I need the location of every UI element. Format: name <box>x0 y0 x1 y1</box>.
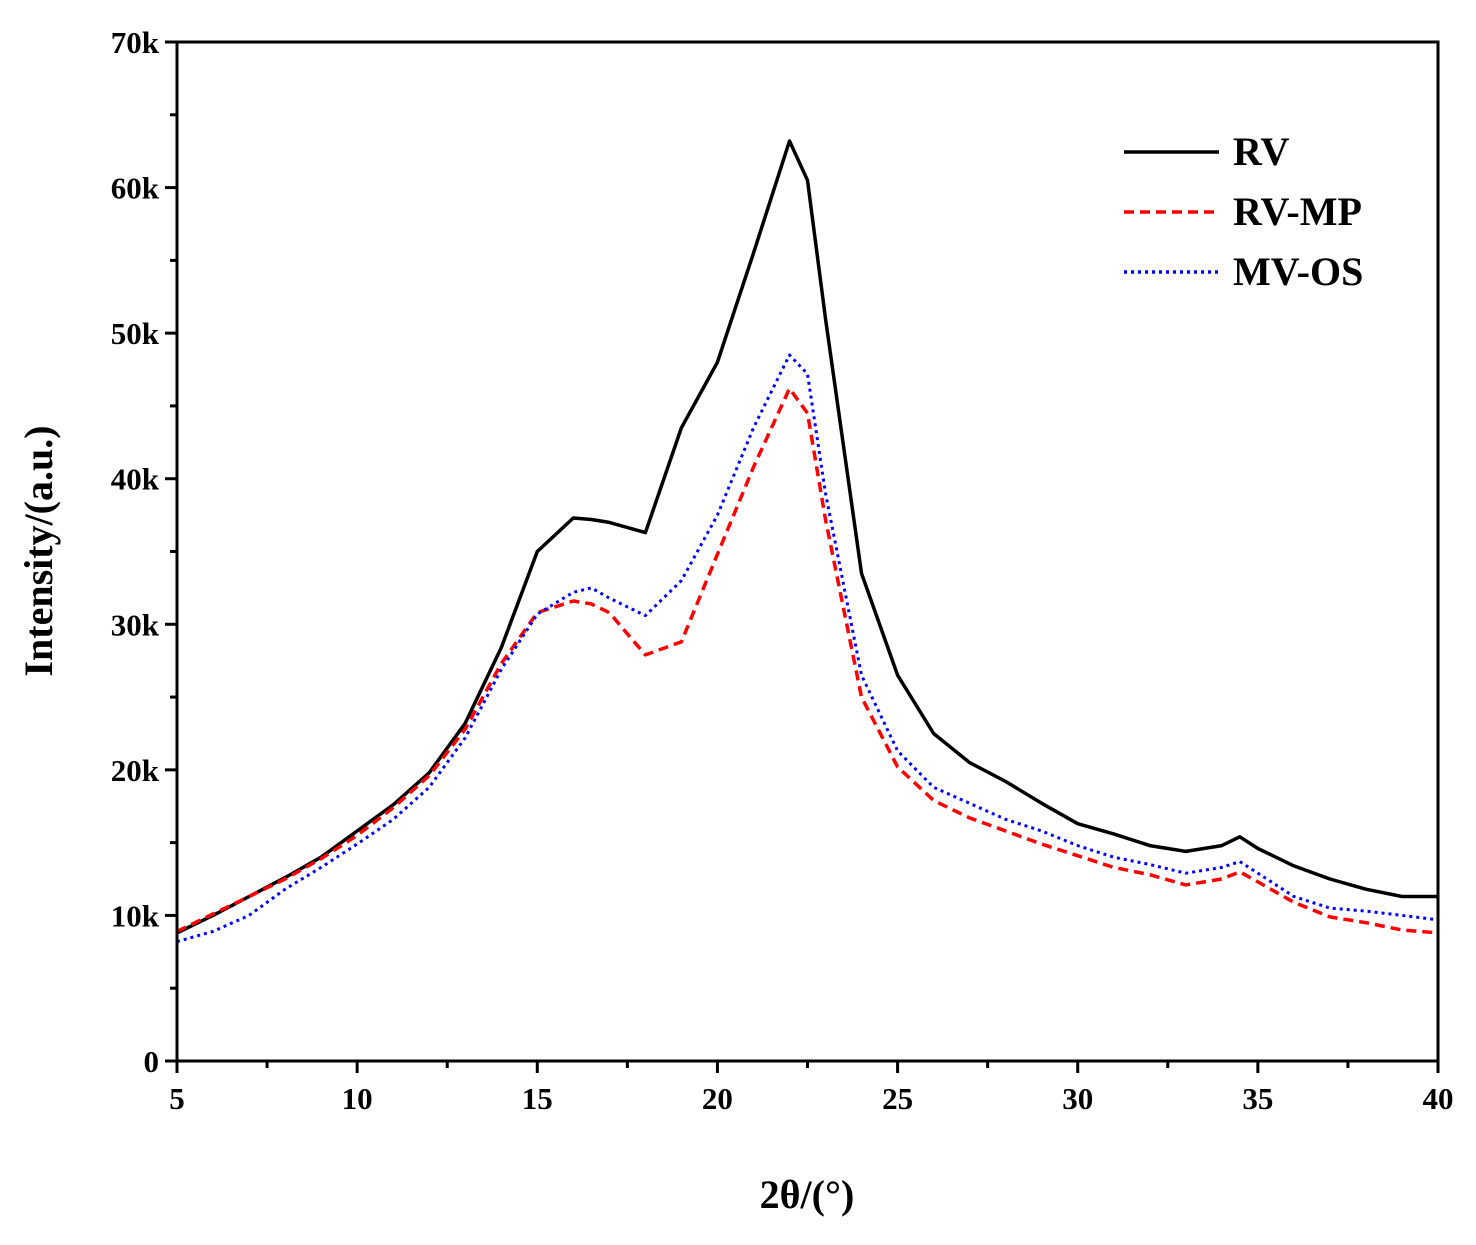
series-line-rv <box>176 139 1438 935</box>
legend-label-mv-os: MV-OS <box>1233 249 1363 294</box>
y-tick-label: 40k <box>111 462 160 497</box>
y-tick-label: 50k <box>111 316 160 351</box>
tick-label-layer: 5 10 15 20 25 30 35 40 0 10k 20k 30k 40k 50k 60k 70k <box>111 25 1454 1116</box>
x-tick-label: 35 <box>1242 1081 1273 1116</box>
series-layer <box>176 139 1439 944</box>
legend-label-rv: RV <box>1233 129 1289 174</box>
series-line-rv-mp <box>176 386 1439 935</box>
y-tick-label: 60k <box>111 171 160 206</box>
y-tick-label: 70k <box>111 25 160 60</box>
series-line-mv-os <box>176 353 1439 944</box>
x-tick-label: 30 <box>1062 1081 1093 1116</box>
x-tick-label: 15 <box>522 1081 553 1116</box>
x-tick-label: 20 <box>702 1081 733 1116</box>
legend: RV RV-MP MV-OS <box>1124 129 1363 294</box>
y-tick-label: 10k <box>111 898 160 933</box>
x-tick-label: 25 <box>882 1081 913 1116</box>
x-axis-title: 2θ/(°) <box>760 1172 855 1217</box>
x-tick-label: 40 <box>1423 1081 1454 1116</box>
y-axis-title: Intensity/(a.u.) <box>16 425 61 676</box>
y-tick-label: 30k <box>111 607 160 642</box>
plot-frame <box>175 40 1440 1063</box>
y-tick-label: 20k <box>111 753 160 788</box>
legend-label-rv-mp: RV-MP <box>1233 189 1362 234</box>
x-tick-label: 5 <box>169 1081 185 1116</box>
y-tick-label: 0 <box>144 1044 160 1079</box>
x-tick-label: 10 <box>342 1081 373 1116</box>
